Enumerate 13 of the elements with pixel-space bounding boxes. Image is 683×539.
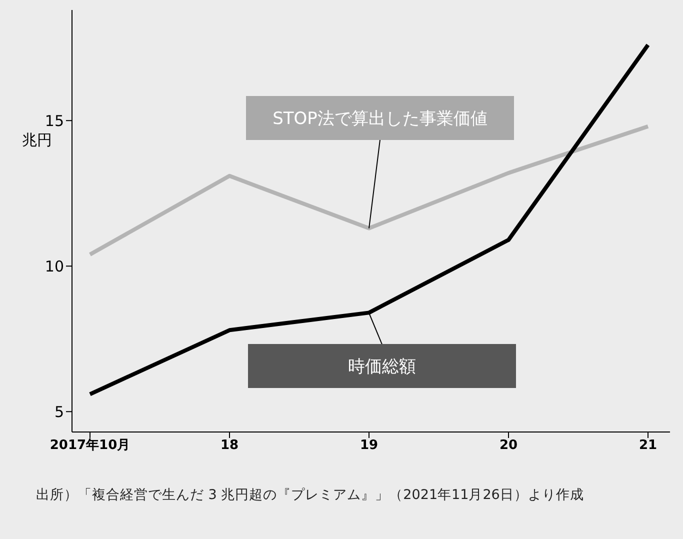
x-tick-label: 20 <box>499 438 518 454</box>
x-tick-label: 21 <box>638 438 658 454</box>
x-tick-label: 2017年10月 <box>50 438 130 454</box>
text: 出所）「複合経営で生んだ 3 兆円超の『プレミアム』」（2021年11月26日）より作成 <box>36 486 585 505</box>
x-tick-label: 18 <box>220 438 239 454</box>
name-tag: 時価総額 <box>248 344 516 388</box>
x-tick-label: 19 <box>360 438 378 454</box>
y-tick-label: 5 <box>54 402 64 421</box>
y-axis-title: 兆円 <box>22 130 52 150</box>
y-tick-label: 10 <box>44 257 64 276</box>
name-tag: STOP法で算出した事業価値 <box>246 96 514 140</box>
y-tick-label: 15 <box>44 112 64 130</box>
line-series <box>88 42 650 396</box>
